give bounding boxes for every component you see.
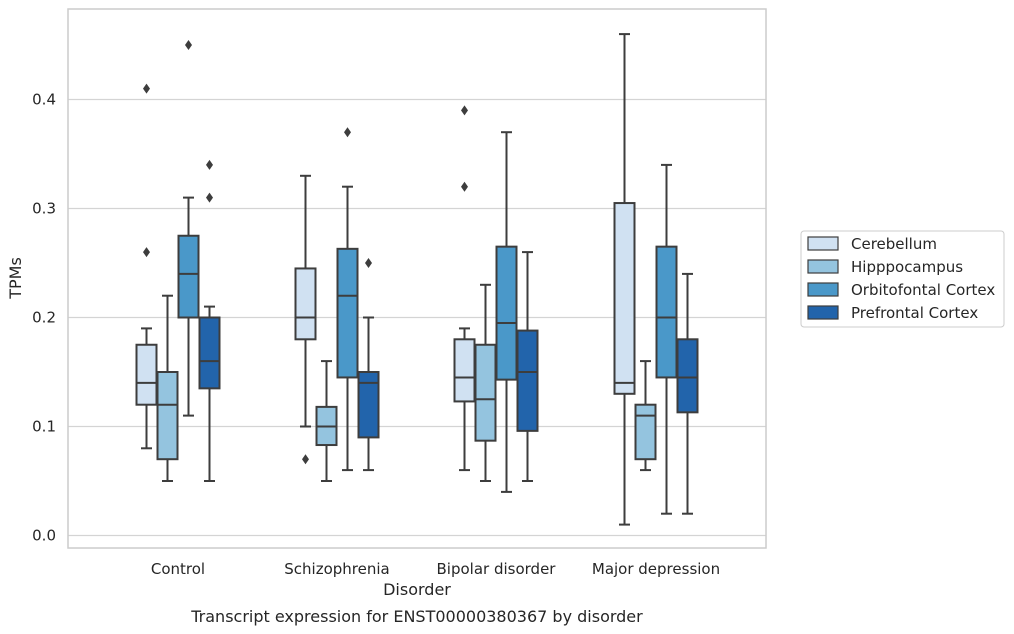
outlier-point: [143, 83, 150, 94]
legend-swatch: [807, 236, 839, 251]
legend-label: Hipppocampus: [851, 258, 963, 276]
box-iqr: [516, 329, 539, 432]
box-iqr: [676, 338, 699, 414]
box-iqr: [634, 403, 657, 461]
outlier-point: [461, 181, 468, 192]
box-iqr: [198, 316, 221, 390]
box-iqr: [613, 202, 636, 395]
y-tick-label: 0.3: [32, 200, 56, 218]
box-hipppocampus: [474, 283, 497, 482]
outlier-point: [143, 247, 150, 258]
y-tick-label: 0.4: [32, 91, 56, 109]
box-iqr: [156, 371, 179, 461]
box-orbitofontal-cortex: [177, 40, 200, 417]
box-iqr: [357, 371, 380, 439]
box-iqr: [135, 343, 158, 406]
chart-caption: Transcript expression for ENST0000038036…: [190, 607, 643, 626]
legend-label: Prefrontal Cortex: [851, 304, 978, 322]
outlier-point: [206, 192, 213, 203]
legend-swatch: [807, 282, 839, 297]
box-groups: [135, 33, 699, 526]
x-tick-labels: Control Schizophrenia Bipolar disorder Majo…: [151, 560, 720, 578]
box-prefrontal-cortex: [198, 159, 221, 482]
legend: Cerebellum Hipppocampus Orbitofontal Corte…: [800, 230, 1005, 328]
box-prefrontal-cortex: [676, 272, 699, 515]
legend-swatch: [807, 305, 839, 320]
y-tick-label: 0.1: [32, 418, 56, 436]
box-hipppocampus: [634, 360, 657, 472]
box-hipppocampus: [315, 360, 338, 482]
box-iqr: [294, 267, 317, 341]
box-hipppocampus: [156, 294, 179, 482]
x-axis-title: Disorder: [383, 580, 451, 599]
box-cerebellum: [613, 33, 636, 526]
box-orbitofontal-cortex: [495, 131, 518, 493]
box-cerebellum: [453, 105, 476, 472]
x-tick-label: Schizophrenia: [284, 560, 389, 578]
legend-frame: [800, 230, 1005, 328]
box-prefrontal-cortex: [357, 258, 380, 472]
box-orbitofontal-cortex: [336, 127, 359, 472]
outlier-point: [185, 40, 192, 50]
box-iqr: [177, 234, 200, 319]
y-tick-label: 0.2: [32, 309, 56, 327]
y-tick-label: 0.0: [32, 527, 56, 545]
x-tick-label: Major depression: [592, 560, 720, 578]
outlier-point: [461, 105, 468, 116]
legend-label: Cerebellum: [851, 235, 937, 253]
x-tick-label: Bipolar disorder: [437, 560, 557, 578]
box-cerebellum: [294, 174, 317, 465]
plot-area-frame: [67, 8, 767, 549]
y-tick-labels: 0.0 0.1 0.2 0.3 0.4: [32, 91, 56, 545]
box-iqr: [336, 247, 359, 379]
legend-item: Orbitofontal Cortex: [807, 281, 995, 299]
outlier-point: [344, 127, 351, 138]
legend-label: Orbitofontal Cortex: [851, 281, 995, 299]
legend-swatch: [807, 259, 839, 274]
box-iqr: [453, 338, 476, 403]
legend-item: Cerebellum: [807, 235, 937, 253]
box-orbitofontal-cortex: [655, 163, 678, 515]
box-prefrontal-cortex: [516, 251, 539, 482]
y-axis-title: TPMs: [6, 257, 25, 300]
legend-item: Prefrontal Cortex: [807, 304, 978, 322]
outlier-point: [365, 258, 372, 268]
outlier-point: [302, 454, 309, 465]
x-tick-label: Control: [151, 560, 205, 578]
box-iqr: [474, 343, 497, 442]
legend-item: Hipppocampus: [807, 258, 963, 276]
outlier-point: [206, 159, 213, 170]
box-iqr: [655, 245, 678, 379]
box-iqr: [495, 245, 518, 381]
